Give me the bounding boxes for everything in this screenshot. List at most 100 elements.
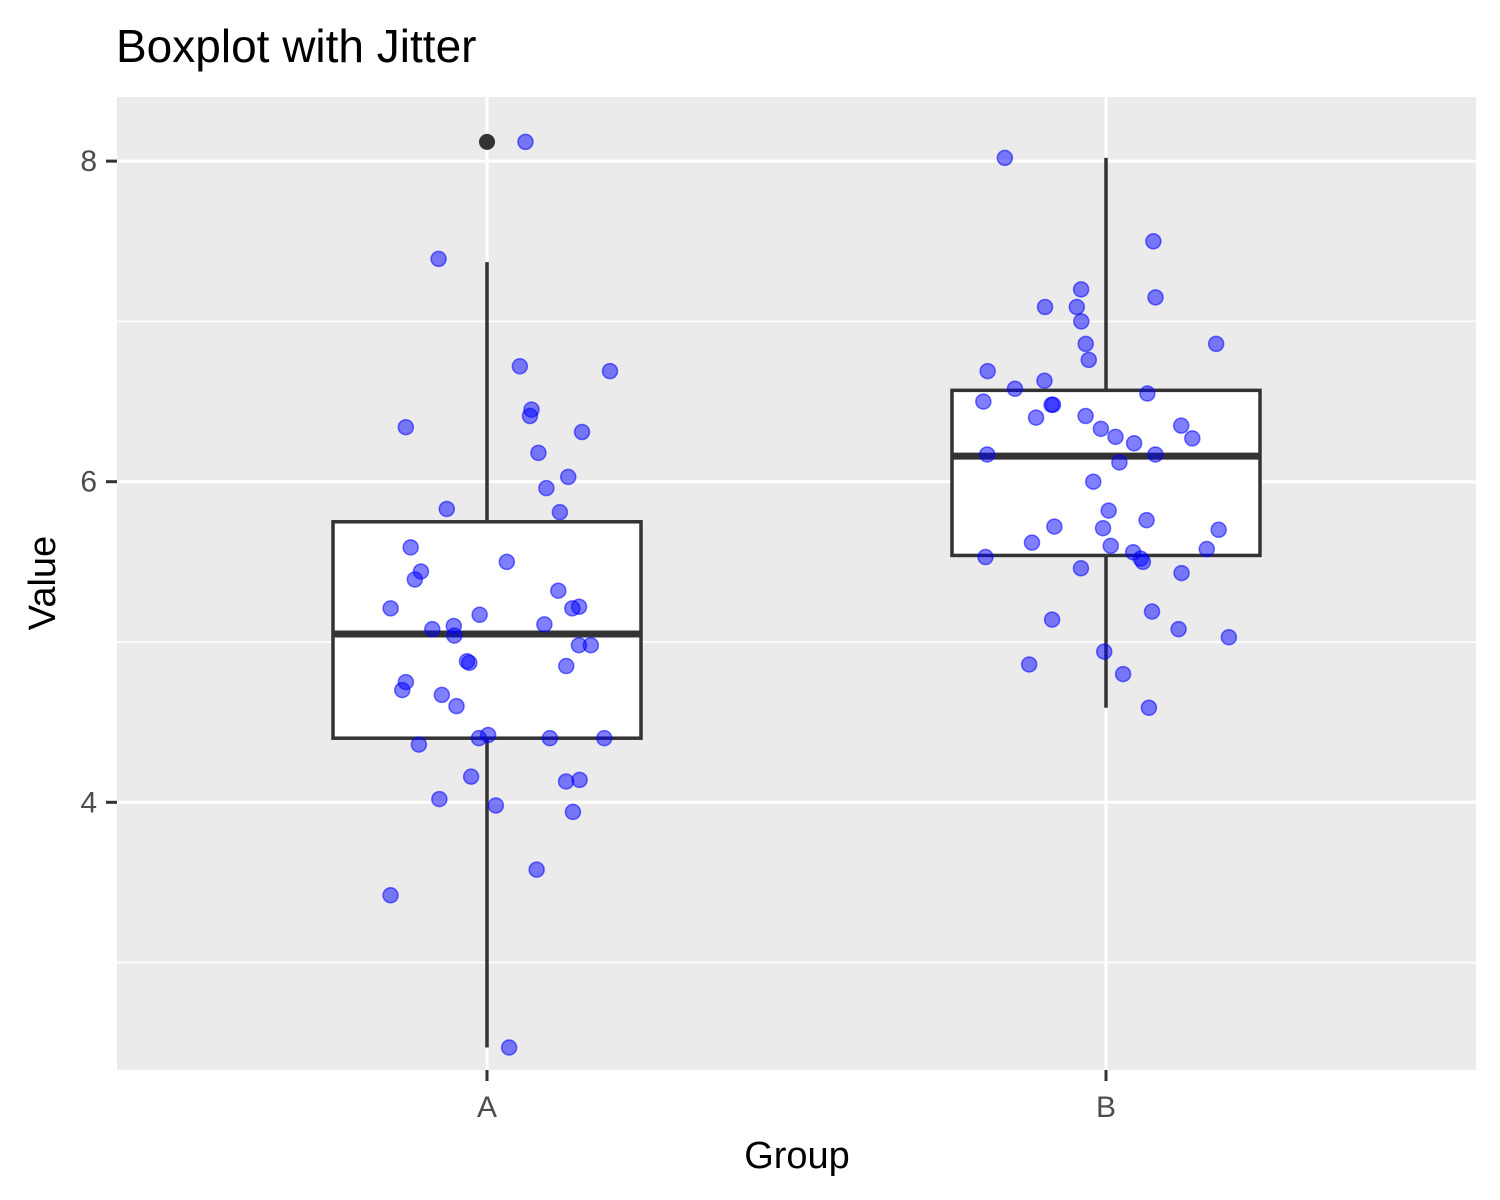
jitter-point-A [446,627,463,644]
outlier-point [479,133,495,150]
x-tick-label-A: A [477,1091,497,1124]
jitter-point-B [1138,511,1155,529]
jitter-point-B [1006,380,1024,397]
jitter-point-A [410,736,428,753]
jitter-point-A [461,654,478,672]
jitter-point-A [564,803,582,821]
chart-title: Boxplot with Jitter [116,20,476,72]
jitter-point-B [1095,643,1113,660]
jitter-point-A [448,697,465,715]
jitter-point-B [996,149,1014,167]
jitter-point-A [564,600,581,617]
jitter-point-A [500,1039,518,1056]
jitter-point-A [382,600,399,617]
jitter-point-B [1027,409,1045,426]
jitter-point-B [1114,665,1132,683]
jitter-point-B [1173,564,1190,582]
box-body [331,520,643,740]
jitter-point-B [1072,560,1090,577]
x-axis-title: Group [744,1135,850,1177]
jitter-point-A [528,861,545,878]
jitter-point-B [1036,372,1053,389]
x-tick-label-B: B [1096,1091,1116,1124]
jitter-point-B [978,446,996,463]
jitter-point-B [1036,298,1054,316]
jitter-point-A [571,771,588,789]
boxes [331,133,1262,1048]
jitter-point-A [498,553,516,571]
jitter-point-A [406,571,424,588]
jitter-point-B [1080,351,1098,369]
jitter-point-B [1147,289,1164,306]
jitter-point-A [541,729,559,747]
jitter-point-B [1068,298,1086,316]
jitter-point-A [530,444,547,462]
jitter-point-A [596,729,613,747]
jitter-point-B [1140,699,1158,716]
jitter-point-B [1023,534,1041,551]
jitter-point-B [1020,656,1038,673]
jitter-point-B [1077,407,1094,425]
jitter-point-B [1139,385,1156,402]
jitter-point-A [431,790,448,808]
jitter-point-B [1092,420,1110,438]
jitter-point-B [1125,434,1143,452]
jitter-point-B [1220,628,1238,646]
jitter-point-B [1073,313,1090,330]
jitter-point-A [462,768,480,785]
jitter-point-B [1100,502,1117,519]
jitter-point-A [557,773,575,790]
jitter-point-A [424,620,441,638]
jitter-point-B [979,362,996,380]
jitter-point-A [402,539,419,556]
jitter-point-B [1143,603,1161,620]
plot-panel [117,97,1476,1070]
jitter-point-A [394,681,411,699]
y-axis: 4 6 8 [80,145,117,819]
jitter-point-A [470,729,488,747]
jitter-point-A [551,503,569,521]
jitter-point-A [382,887,399,904]
jitter-point-B [1210,521,1227,539]
y-tick-label: 6 [80,466,97,499]
jitter-point-B [1077,335,1094,353]
jitter-point-B [1085,473,1102,490]
jitter-point-B [1107,428,1124,446]
jitter-point-B [1094,519,1112,537]
jitter-point-B [1184,430,1201,447]
jitter-point-A [511,358,529,375]
jitter-points [382,133,1238,1056]
jitter-point-A [573,423,591,441]
jitter-point-B [1046,518,1063,535]
jitter-point-A [521,407,539,425]
jitter-point-A [471,606,488,624]
jitter-point-B [1072,281,1090,298]
jitter-point-A [517,133,534,151]
box-A [331,133,643,1048]
jitter-point-A [438,500,456,518]
y-tick-label: 8 [80,145,97,178]
jitter-point-A [559,468,577,486]
jitter-point-B [1043,396,1060,414]
jitter-point-B [1102,537,1120,555]
y-axis-title: Value [22,536,64,630]
jitter-point-A [538,479,555,497]
jitter-point-A [487,797,505,814]
jitter-point-B [1134,553,1152,571]
jitter-point-A [601,362,619,380]
jitter-point-A [397,418,415,436]
jitter-point-B [1198,540,1216,558]
jitter-point-B [1111,454,1128,471]
jitter-point-A [550,582,567,599]
jitter-point-B [977,548,994,566]
jitter-point-A [558,657,575,675]
jitter-point-A [536,616,553,633]
jitter-point-B [1170,620,1187,638]
y-tick-label: 4 [80,786,97,819]
jitter-point-B [1043,611,1061,628]
jitter-point-B [1172,417,1190,434]
jitter-point-B [1145,233,1162,250]
jitter-point-B [975,393,992,410]
